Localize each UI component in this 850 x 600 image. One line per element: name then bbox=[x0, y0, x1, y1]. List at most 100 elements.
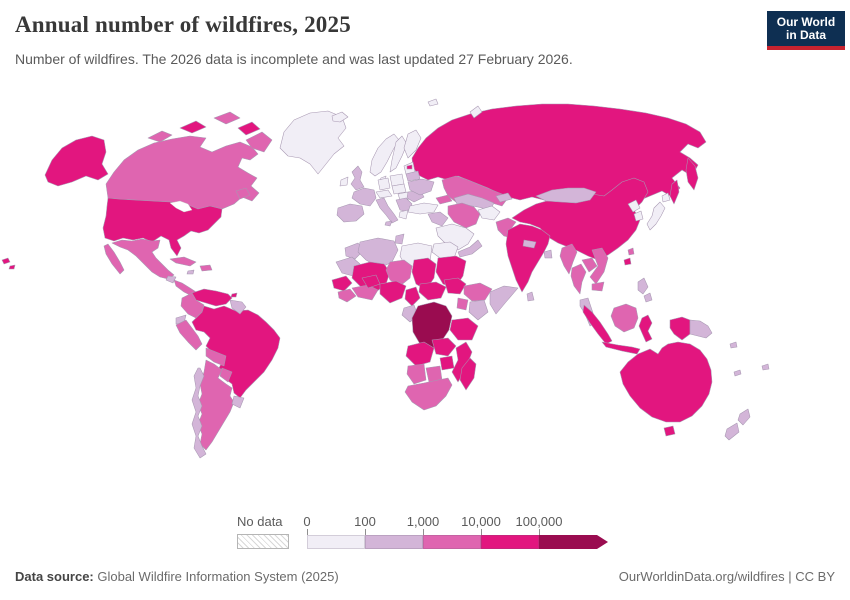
country-france[interactable] bbox=[351, 187, 377, 207]
country-thailand[interactable] bbox=[570, 263, 587, 295]
country-afghanistan[interactable] bbox=[477, 205, 501, 221]
country-central-african-republic[interactable] bbox=[418, 281, 447, 301]
country-italy[interactable] bbox=[375, 197, 399, 224]
country-somalia[interactable] bbox=[489, 285, 519, 315]
country-new-zealand-south[interactable] bbox=[724, 422, 740, 441]
country-nigeria[interactable] bbox=[379, 280, 407, 304]
country-united-states-hawaii-1[interactable] bbox=[1, 257, 11, 265]
country-ethiopia[interactable] bbox=[463, 282, 493, 302]
country-iceland[interactable] bbox=[331, 111, 349, 123]
country-guyana-suriname[interactable] bbox=[229, 299, 247, 315]
country-cameroon[interactable] bbox=[404, 286, 421, 307]
country-bolivia[interactable] bbox=[205, 347, 227, 367]
country-new-zealand-north[interactable] bbox=[737, 408, 751, 426]
country-uruguay[interactable] bbox=[231, 395, 245, 409]
country-sweden[interactable] bbox=[389, 135, 408, 173]
legend-bin-1000-10000[interactable] bbox=[423, 535, 481, 549]
country-borneo[interactable] bbox=[610, 303, 639, 333]
country-mexico-baja[interactable] bbox=[103, 243, 125, 275]
country-peru[interactable] bbox=[175, 319, 203, 351]
country-zimbabwe[interactable] bbox=[439, 355, 455, 371]
country-cote-divoire-ghana[interactable] bbox=[351, 284, 379, 301]
country-turkey[interactable] bbox=[407, 202, 439, 215]
country-laos[interactable] bbox=[581, 257, 598, 273]
owid-logo[interactable]: Our World in Data bbox=[767, 11, 845, 50]
country-japan-hokkaido[interactable] bbox=[661, 192, 671, 203]
country-mongolia[interactable] bbox=[535, 187, 597, 204]
country-yemen-oman[interactable] bbox=[457, 239, 483, 258]
country-uganda[interactable] bbox=[456, 297, 469, 311]
country-tunisia[interactable] bbox=[394, 233, 405, 245]
country-greenland[interactable] bbox=[279, 110, 347, 175]
legend-no-data-swatch[interactable] bbox=[237, 534, 289, 549]
country-australia[interactable] bbox=[619, 341, 713, 423]
country-north-korea[interactable] bbox=[627, 199, 641, 213]
country-svalbard[interactable] bbox=[427, 98, 439, 107]
country-india[interactable] bbox=[505, 223, 551, 293]
country-united-kingdom[interactable] bbox=[350, 165, 365, 191]
country-newfoundland[interactable] bbox=[235, 187, 251, 200]
country-hispaniola[interactable] bbox=[199, 264, 213, 272]
country-japan[interactable] bbox=[646, 201, 666, 231]
country-russia-kamchatka[interactable] bbox=[685, 157, 699, 191]
country-mexico[interactable] bbox=[111, 238, 175, 280]
legend-bin-10000-100000[interactable] bbox=[481, 535, 539, 549]
country-arctic-island-baffin[interactable] bbox=[245, 131, 273, 153]
country-niger[interactable] bbox=[385, 259, 413, 287]
country-arctic-island-3[interactable] bbox=[213, 111, 241, 125]
country-cuba[interactable] bbox=[169, 256, 197, 267]
footer-credit-link[interactable]: OurWorldinData.org/wildfires | CC BY bbox=[618, 569, 835, 584]
country-kenya[interactable] bbox=[468, 299, 489, 321]
country-sri-lanka[interactable] bbox=[526, 291, 535, 302]
country-paraguay[interactable] bbox=[219, 367, 233, 383]
country-south-korea[interactable] bbox=[633, 210, 644, 222]
country-switzerland-austria[interactable] bbox=[375, 189, 393, 199]
country-canada[interactable] bbox=[105, 135, 260, 210]
country-cambodia[interactable] bbox=[591, 281, 605, 292]
country-indonesia-sumatra[interactable] bbox=[582, 304, 613, 345]
country-arctic-island-4[interactable] bbox=[237, 121, 261, 136]
country-spain-portugal[interactable] bbox=[336, 203, 365, 223]
legend-bin-100-1000[interactable] bbox=[365, 535, 423, 549]
legend-bin-0-100[interactable] bbox=[307, 535, 365, 549]
country-zambia[interactable] bbox=[431, 337, 457, 357]
country-arctic-island-1[interactable] bbox=[147, 130, 173, 143]
country-united-states-hawaii-2[interactable] bbox=[8, 264, 16, 270]
country-kyrgyzstan-tajikistan[interactable] bbox=[495, 192, 513, 203]
country-trinidad[interactable] bbox=[230, 292, 238, 298]
country-caucasus[interactable] bbox=[435, 194, 453, 205]
country-united-states-alaska[interactable] bbox=[44, 135, 109, 187]
country-nepal[interactable] bbox=[522, 239, 537, 249]
country-angola[interactable] bbox=[405, 341, 435, 367]
country-new-caledonia[interactable] bbox=[733, 369, 742, 377]
country-south-sudan[interactable] bbox=[443, 277, 467, 295]
country-south-africa[interactable] bbox=[404, 377, 453, 411]
country-namibia[interactable] bbox=[406, 363, 427, 385]
country-philippines-mindanao[interactable] bbox=[643, 292, 653, 303]
country-senegal[interactable] bbox=[331, 275, 353, 292]
country-indonesia-java[interactable] bbox=[601, 341, 641, 355]
country-germany[interactable] bbox=[377, 177, 391, 191]
country-madagascar[interactable] bbox=[459, 357, 477, 391]
country-czechia-slovakia[interactable] bbox=[391, 183, 407, 195]
country-taiwan[interactable] bbox=[627, 247, 635, 256]
country-belarus[interactable] bbox=[405, 170, 421, 182]
country-finland[interactable] bbox=[403, 129, 422, 159]
country-indonesia-sulawesi[interactable] bbox=[638, 314, 653, 343]
country-ukraine[interactable] bbox=[407, 178, 435, 196]
country-colombia[interactable] bbox=[180, 292, 205, 319]
country-vietnam[interactable] bbox=[589, 247, 609, 285]
country-tanzania[interactable] bbox=[449, 317, 479, 341]
country-argentina[interactable] bbox=[197, 359, 235, 451]
country-syria-iraq[interactable] bbox=[427, 211, 449, 227]
country-australia-tasmania[interactable] bbox=[663, 425, 676, 437]
country-papua-new-guinea[interactable] bbox=[689, 319, 713, 339]
country-philippines-luzon[interactable] bbox=[637, 277, 649, 295]
country-arctic-island-2[interactable] bbox=[179, 120, 207, 134]
country-jamaica[interactable] bbox=[186, 269, 195, 275]
country-venezuela[interactable] bbox=[191, 288, 233, 307]
country-latvia[interactable] bbox=[406, 164, 413, 170]
country-china-hainan[interactable] bbox=[623, 257, 632, 266]
country-myanmar[interactable] bbox=[559, 243, 578, 275]
country-sicily[interactable] bbox=[384, 220, 393, 227]
